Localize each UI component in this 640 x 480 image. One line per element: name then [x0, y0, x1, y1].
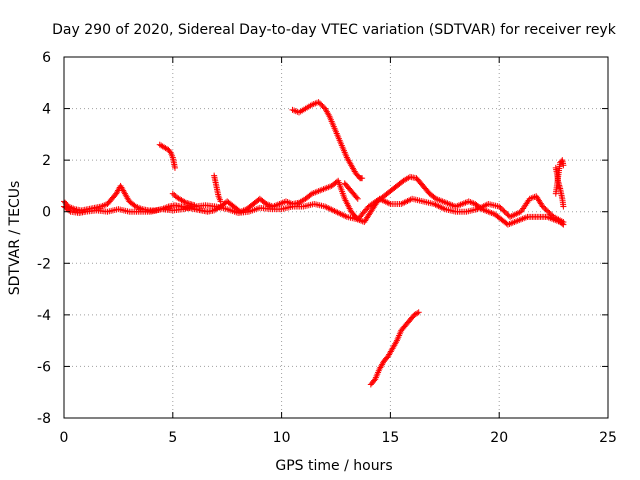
data-point	[546, 210, 553, 217]
axis-ticks	[63, 56, 609, 419]
data-point	[547, 211, 554, 218]
data-point	[503, 210, 509, 217]
data-point	[318, 101, 325, 108]
y-tick-label: 4	[42, 102, 51, 118]
data-point	[560, 219, 567, 226]
data-point	[504, 211, 511, 218]
data-point	[560, 203, 567, 210]
x-tick-label: 5	[168, 430, 177, 446]
data-point	[497, 204, 504, 211]
data-point	[169, 190, 176, 197]
y-axis-label: SDTVAR / TECUs	[7, 181, 23, 296]
plot-frame	[63, 56, 609, 419]
x-tick-label: 20	[490, 430, 508, 446]
data-points	[61, 99, 567, 388]
data-point	[319, 102, 326, 109]
data-point	[181, 198, 188, 205]
data-point	[354, 195, 361, 202]
data-point	[500, 207, 507, 214]
data-point	[539, 203, 546, 210]
y-tick-label: -8	[37, 411, 51, 427]
y-tick-labels: -8 -6 -4 -2 0 2 4 6	[37, 50, 51, 427]
data-point	[371, 377, 378, 384]
y-tick-label: 0	[42, 205, 51, 221]
x-tick-label: 0	[60, 430, 69, 446]
data-point	[501, 208, 508, 215]
y-tick-label: -2	[37, 256, 51, 272]
chart-title: Day 290 of 2020, Sidereal Day-to-day VTE…	[52, 22, 617, 38]
data-point	[543, 207, 550, 214]
grid-lines	[64, 57, 608, 418]
data-point	[542, 206, 549, 213]
x-tick-label: 25	[599, 430, 617, 446]
data-point	[545, 208, 552, 215]
data-point	[191, 202, 198, 209]
y-tick-label: -4	[37, 308, 51, 324]
x-tick-label: 10	[273, 430, 291, 446]
data-point	[316, 100, 323, 107]
data-point	[171, 164, 178, 171]
data-point	[171, 191, 178, 198]
data-point	[498, 206, 505, 213]
data-point	[364, 204, 371, 211]
data-point	[560, 162, 567, 169]
data-point	[353, 194, 360, 201]
y-tick-label: 2	[42, 153, 51, 169]
y-tick-label: 6	[42, 50, 51, 66]
x-tick-label: 15	[381, 430, 399, 446]
data-point	[66, 207, 73, 214]
x-tick-labels: 0 5 10 15 20 25	[60, 430, 617, 446]
data-point	[315, 99, 322, 106]
y-tick-label: -6	[37, 359, 51, 375]
data-point	[496, 203, 503, 210]
data-point	[166, 148, 173, 155]
x-axis-label: GPS time / hours	[275, 458, 392, 474]
data-point	[541, 204, 548, 211]
data-point	[414, 310, 421, 317]
data-point	[359, 175, 366, 182]
data-point	[217, 198, 224, 205]
data-point	[415, 309, 422, 316]
